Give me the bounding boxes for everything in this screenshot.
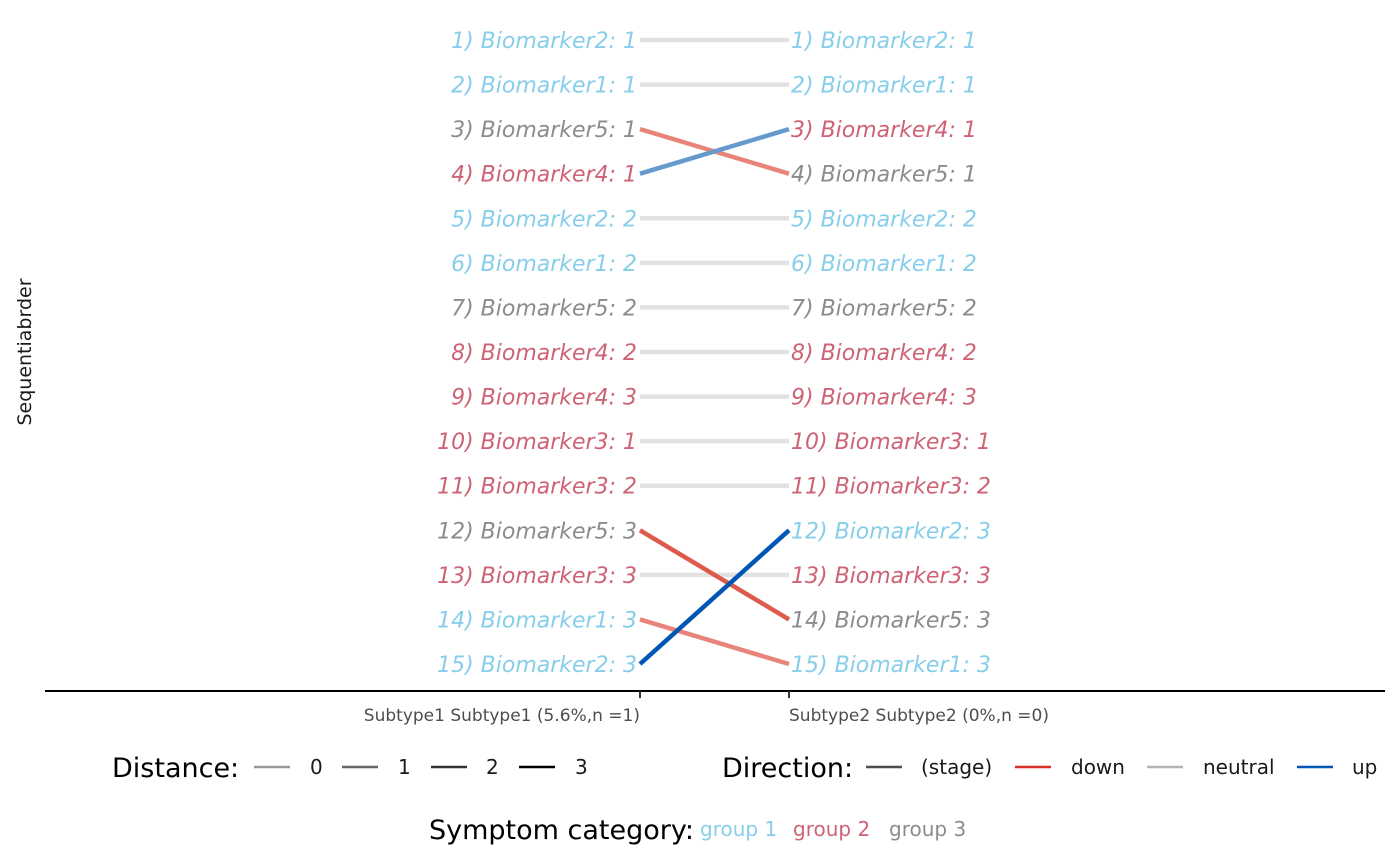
left-stage-label-11: 11) Biomarker3: 2: [437, 475, 637, 500]
right-stage-label-5: 5) Biomarker2: 2: [791, 207, 977, 232]
right-stage-label-11: 11) Biomarker3: 2: [791, 475, 991, 500]
right-stage-label-3: 3) Biomarker4: 1: [791, 118, 977, 143]
direction-key-label-up: up: [1352, 755, 1377, 779]
left-stage-label-3: 3) Biomarker5: 1: [451, 118, 637, 143]
right-stage-label-2: 2) Biomarker1: 1: [791, 74, 977, 99]
category-group-1: group 1: [700, 817, 777, 841]
direction-legend: Direction: (stage) down neutral up: [722, 753, 1377, 784]
right-stage-label-13: 13) Biomarker3: 3: [791, 564, 991, 589]
connection-line-14-to-15: [639, 617, 790, 667]
distance-key-label-0: 0: [310, 755, 323, 779]
left-stage-label-14: 14) Biomarker1: 3: [437, 608, 637, 633]
right-stage-label-4: 4) Biomarker5: 1: [791, 163, 977, 188]
distance-key-label-2: 2: [486, 755, 499, 779]
left-stage-label-10: 10) Biomarker3: 1: [437, 430, 637, 455]
left-stage-label-8: 8) Biomarker4: 2: [451, 341, 637, 366]
category-group-3: group 3: [889, 817, 966, 841]
distance-legend-title: Distance:: [112, 753, 239, 784]
x-tick-label-1: Subtype1 Subtype1 (5.6%,n =1): [364, 706, 640, 726]
direction-key-label-stage: (stage): [921, 755, 992, 779]
connection-lines: [638, 37, 791, 667]
right-stage-label-9: 9) Biomarker4: 3: [791, 386, 977, 411]
direction-legend-title: Direction:: [722, 753, 853, 784]
left-stage-label-15: 15) Biomarker2: 3: [437, 653, 637, 678]
right-stage-label-12: 12) Biomarker2: 3: [791, 519, 991, 544]
right-stage-label-10: 10) Biomarker3: 1: [791, 430, 991, 455]
left-stage-label-13: 13) Biomarker3: 3: [437, 564, 637, 589]
distance-key-label-1: 1: [398, 755, 411, 779]
distance-legend: Distance: 0 1 2 3: [112, 753, 588, 784]
right-stage-label-15: 15) Biomarker1: 3: [791, 653, 991, 678]
right-stage-label-14: 14) Biomarker5: 3: [791, 608, 991, 633]
connection-line-12-to-14: [638, 528, 791, 622]
left-stage-label-6: 6) Biomarker1: 2: [451, 252, 637, 277]
left-stage-label-1: 1) Biomarker2: 1: [451, 29, 637, 54]
connection-line-4-to-3: [639, 126, 790, 176]
left-stage-label-2: 2) Biomarker1: 1: [451, 74, 637, 99]
left-stage-labels: 1) Biomarker2: 1 2) Biomarker1: 1 3) Bioma…: [437, 29, 637, 678]
x-tick-label-2: Subtype2 Subtype2 (0%,n =0): [789, 706, 1049, 726]
y-axis-label: Sequentiabrder: [14, 278, 36, 425]
left-stage-label-12: 12) Biomarker5: 3: [437, 519, 637, 544]
direction-key-label-neutral: neutral: [1203, 755, 1275, 779]
right-stage-label-1: 1) Biomarker2: 1: [791, 29, 977, 54]
category-legend-title: Symptom category:: [429, 815, 694, 846]
direction-key-label-down: down: [1071, 755, 1125, 779]
category-group-2: group 2: [793, 817, 870, 841]
right-stage-labels: 1) Biomarker2: 1 2) Biomarker1: 1 3) Bioma…: [791, 29, 991, 678]
connection-line-15-to-12: [638, 528, 791, 666]
left-stage-label-5: 5) Biomarker2: 2: [451, 207, 637, 232]
left-stage-label-9: 9) Biomarker4: 3: [451, 386, 637, 411]
right-stage-label-6: 6) Biomarker1: 2: [791, 252, 977, 277]
left-stage-label-7: 7) Biomarker5: 2: [451, 296, 637, 321]
category-legend: Symptom category: group 1 group 2 group …: [429, 815, 966, 846]
right-stage-label-7: 7) Biomarker5: 2: [791, 296, 977, 321]
left-stage-label-4: 4) Biomarker4: 1: [451, 163, 637, 188]
right-stage-label-8: 8) Biomarker4: 2: [791, 341, 977, 366]
distance-key-label-3: 3: [575, 755, 588, 779]
